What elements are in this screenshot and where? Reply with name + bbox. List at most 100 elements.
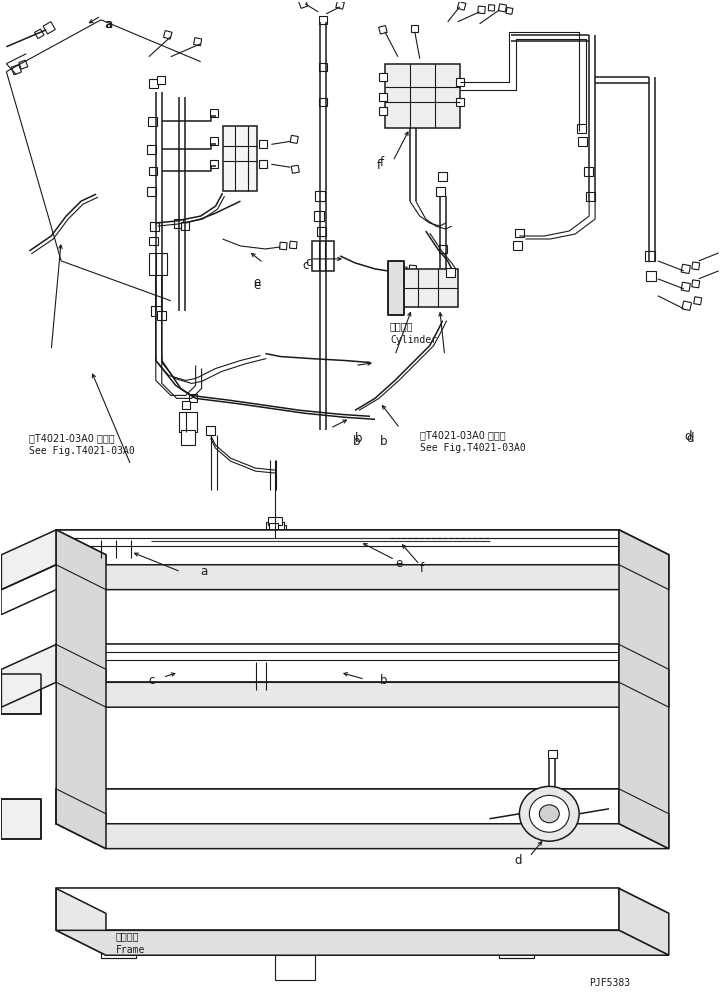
Bar bbox=[336, 536, 344, 544]
Polygon shape bbox=[56, 889, 106, 955]
Bar bbox=[692, 280, 700, 287]
Bar bbox=[385, 64, 460, 128]
Bar bbox=[217, 665, 225, 673]
Bar bbox=[157, 311, 166, 320]
Text: 第T4021-03A0 図参照: 第T4021-03A0 図参照 bbox=[420, 430, 505, 440]
Bar bbox=[439, 245, 447, 252]
Bar bbox=[269, 524, 278, 533]
Bar bbox=[455, 97, 463, 105]
Bar bbox=[436, 187, 445, 196]
Polygon shape bbox=[388, 260, 404, 315]
Bar bbox=[260, 160, 268, 168]
Bar bbox=[210, 109, 217, 117]
Bar bbox=[147, 187, 157, 196]
Bar bbox=[273, 525, 286, 533]
Polygon shape bbox=[56, 824, 669, 849]
Polygon shape bbox=[619, 789, 669, 849]
Polygon shape bbox=[56, 930, 669, 955]
Bar bbox=[319, 97, 327, 105]
Text: f: f bbox=[377, 159, 381, 172]
Bar bbox=[457, 2, 466, 10]
Bar bbox=[682, 282, 690, 291]
Bar bbox=[19, 61, 28, 70]
Bar bbox=[682, 264, 690, 273]
Text: フレーム: フレーム bbox=[116, 931, 139, 941]
Bar bbox=[379, 92, 387, 100]
Text: a: a bbox=[105, 18, 112, 31]
Bar bbox=[101, 930, 136, 958]
Bar bbox=[147, 145, 157, 154]
Bar bbox=[319, 16, 327, 24]
Bar bbox=[548, 749, 557, 758]
Bar bbox=[506, 7, 513, 14]
Text: Cylinder: Cylinder bbox=[390, 335, 437, 345]
Bar bbox=[86, 540, 146, 558]
Bar bbox=[223, 126, 257, 191]
Bar bbox=[150, 222, 160, 231]
Text: See Fig.T4021-03A0: See Fig.T4021-03A0 bbox=[29, 446, 135, 456]
Text: シリンダ: シリンダ bbox=[390, 321, 413, 331]
Bar bbox=[319, 63, 327, 71]
Bar bbox=[1, 674, 41, 714]
Bar bbox=[446, 268, 455, 277]
Bar bbox=[500, 930, 534, 958]
Bar bbox=[692, 262, 700, 269]
Bar bbox=[290, 135, 298, 143]
Bar bbox=[149, 167, 157, 175]
Bar bbox=[409, 265, 417, 272]
Bar bbox=[455, 78, 463, 85]
Bar bbox=[163, 31, 172, 39]
Polygon shape bbox=[619, 530, 669, 589]
Text: f: f bbox=[380, 156, 384, 169]
Bar bbox=[104, 546, 112, 553]
Bar bbox=[268, 517, 282, 525]
Bar bbox=[149, 80, 158, 88]
Text: b: b bbox=[355, 432, 362, 445]
Polygon shape bbox=[56, 889, 619, 930]
Bar bbox=[578, 137, 587, 146]
Bar bbox=[149, 252, 167, 275]
Polygon shape bbox=[56, 682, 669, 707]
Bar bbox=[576, 124, 586, 133]
Bar bbox=[181, 222, 188, 230]
Bar bbox=[291, 165, 299, 173]
Polygon shape bbox=[1, 530, 56, 589]
Bar bbox=[182, 402, 190, 410]
Bar bbox=[378, 26, 387, 34]
Bar bbox=[645, 250, 655, 260]
Bar bbox=[336, 1, 344, 9]
Bar bbox=[90, 545, 98, 553]
Bar bbox=[379, 107, 387, 115]
Bar bbox=[210, 137, 217, 145]
Polygon shape bbox=[56, 644, 106, 707]
Bar bbox=[289, 242, 297, 248]
Bar bbox=[315, 191, 325, 201]
Bar bbox=[149, 117, 157, 126]
Bar bbox=[515, 229, 524, 238]
Bar bbox=[178, 413, 196, 432]
Polygon shape bbox=[56, 530, 669, 555]
Text: e: e bbox=[254, 276, 261, 289]
Polygon shape bbox=[56, 530, 619, 565]
Bar bbox=[398, 269, 457, 307]
Text: PJF5383: PJF5383 bbox=[589, 978, 630, 988]
Bar bbox=[646, 271, 656, 281]
Text: b: b bbox=[353, 435, 360, 448]
Text: e: e bbox=[254, 279, 261, 292]
Bar bbox=[255, 662, 278, 690]
Text: a: a bbox=[104, 18, 111, 31]
Ellipse shape bbox=[529, 795, 569, 832]
Bar bbox=[260, 140, 268, 148]
Bar bbox=[411, 25, 418, 32]
Bar bbox=[513, 242, 522, 250]
Polygon shape bbox=[56, 644, 619, 682]
Text: See Fig.T4021-03A0: See Fig.T4021-03A0 bbox=[420, 443, 526, 453]
Bar bbox=[1, 799, 41, 839]
Text: e: e bbox=[395, 557, 402, 570]
Text: a: a bbox=[201, 565, 208, 578]
Bar bbox=[43, 22, 55, 34]
Bar bbox=[586, 192, 594, 201]
Bar bbox=[157, 76, 165, 83]
Ellipse shape bbox=[539, 805, 559, 823]
Bar bbox=[488, 5, 494, 11]
